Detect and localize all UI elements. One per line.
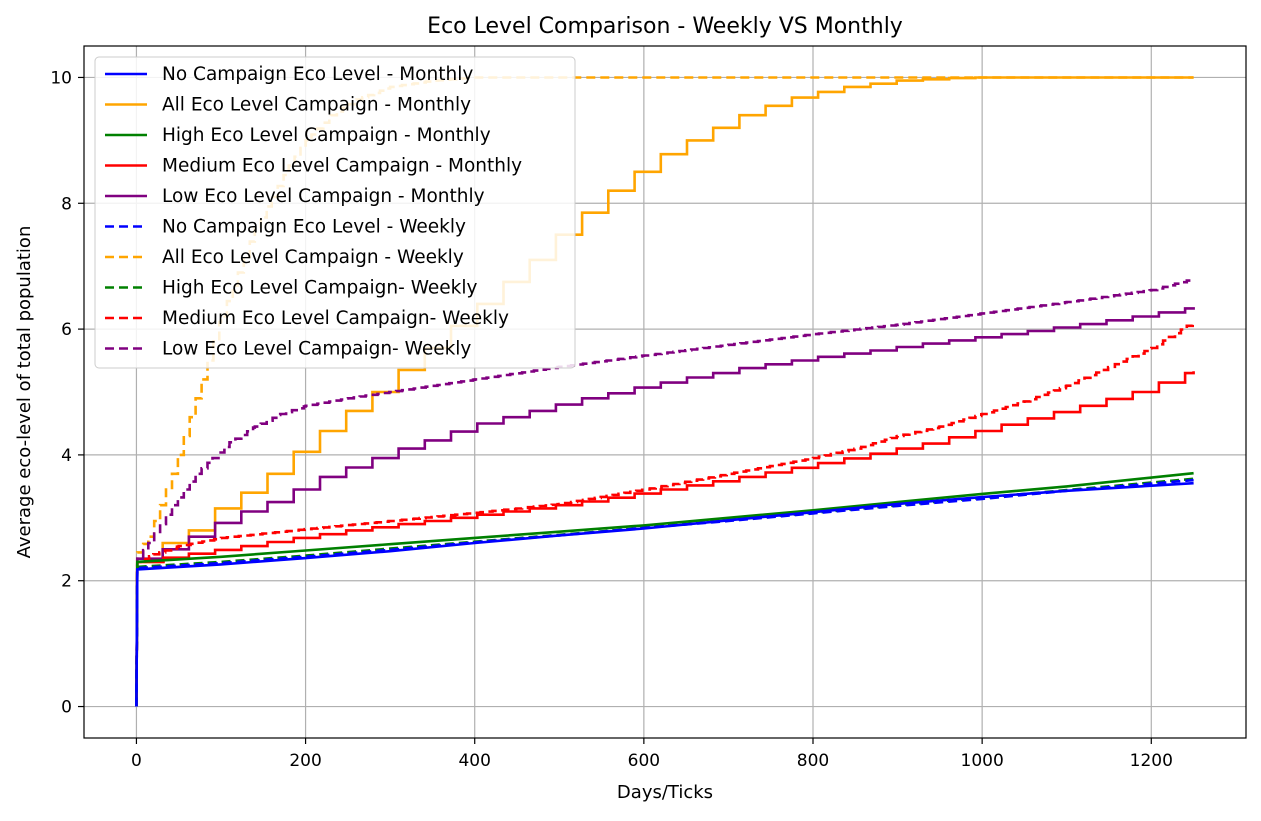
series-line-10 (135, 277, 1195, 707)
x-tick-label: 1000 (961, 751, 1004, 771)
y-tick-label: 6 (61, 320, 72, 340)
y-tick-label: 0 (61, 698, 72, 718)
legend-label: Medium Eco Level Campaign- Weekly (162, 308, 509, 329)
series-line-9 (135, 320, 1195, 707)
y-tick-label: 2 (61, 572, 72, 592)
series-line-3 (135, 471, 1194, 707)
x-tick-label: 400 (458, 751, 490, 771)
legend-label: No Campaign Eco Level - Monthly (162, 64, 473, 85)
legend-label: All Eco Level Campaign - Monthly (162, 95, 471, 116)
legend-label: Low Eco Level Campaign - Monthly (162, 186, 485, 207)
legend-label: Low Eco Level Campaign- Weekly (162, 339, 471, 360)
series-line-2 (135, 76, 1194, 707)
legend-label: No Campaign Eco Level - Weekly (162, 217, 466, 238)
y-axis-label: Average eco-level of total population (14, 226, 35, 559)
y-tick-label: 8 (61, 194, 72, 214)
y-tick-label: 10 (50, 68, 72, 88)
y-tick-label: 4 (61, 446, 72, 466)
series-line-4 (135, 371, 1195, 707)
x-tick-label: 200 (289, 751, 321, 771)
x-tick-label: 1200 (1130, 751, 1173, 771)
series-layer (135, 76, 1195, 707)
x-tick-label: 800 (797, 751, 829, 771)
legend-label: Medium Eco Level Campaign - Monthly (162, 156, 522, 177)
x-tick-label: 600 (628, 751, 660, 771)
series-line-6 (135, 478, 1194, 707)
legend-label: High Eco Level Campaign - Monthly (162, 125, 491, 146)
plot-frame (83, 45, 1247, 739)
x-tick-label: 0 (131, 751, 142, 771)
legend: No Campaign Eco Level - Monthly All Eco L… (94, 56, 576, 369)
legend-box (94, 56, 576, 369)
x-axis-label: Days/Ticks (617, 782, 713, 803)
series-line-5 (135, 307, 1195, 707)
legend-label: High Eco Level Campaign- Weekly (162, 278, 478, 299)
chart-title: Eco Level Comparison - Weekly VS Monthly (427, 14, 903, 39)
legend-label: All Eco Level Campaign - Weekly (162, 247, 464, 268)
tick-layer: 0 200 400 600 800 1000 1200 0 2 4 6 8 10 (50, 68, 1173, 771)
